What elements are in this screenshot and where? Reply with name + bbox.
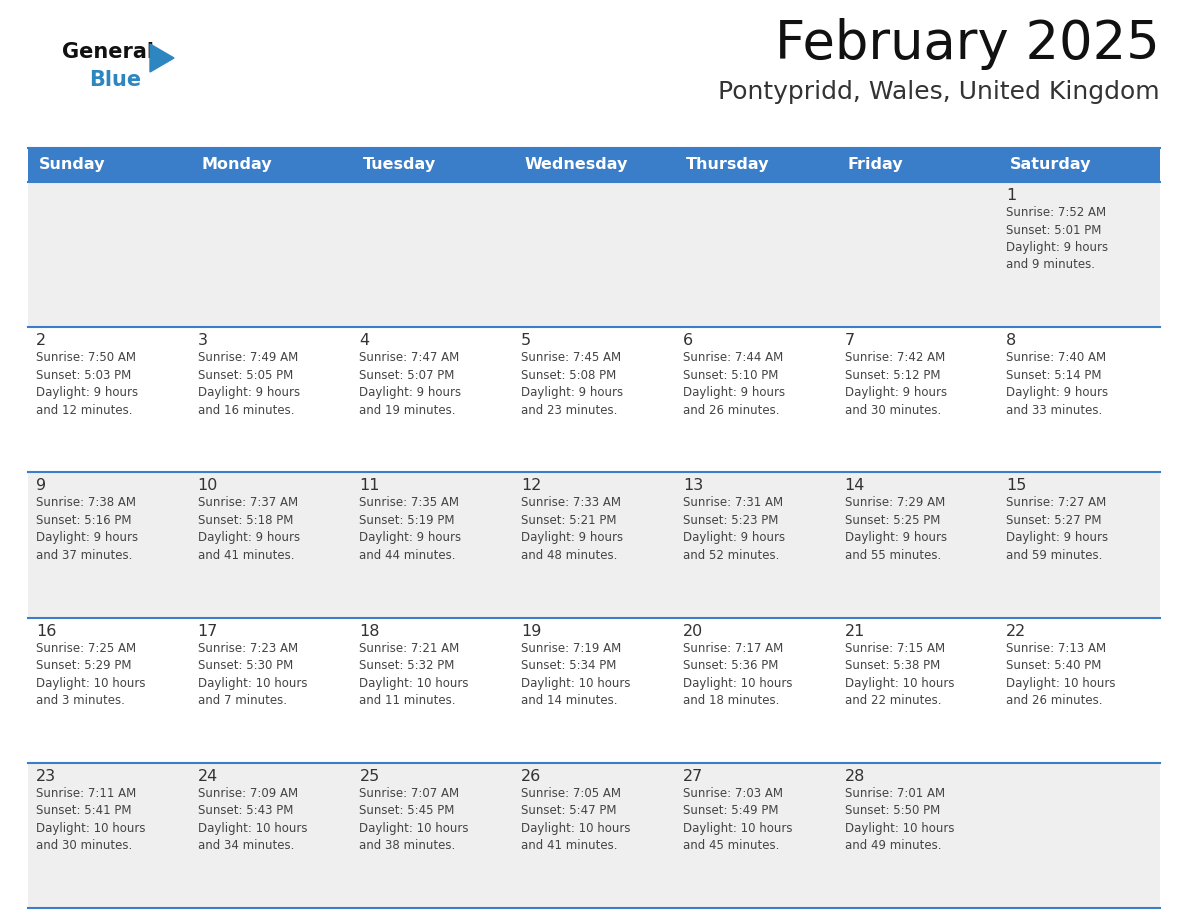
Text: 26: 26	[522, 768, 542, 784]
Bar	[29, 473, 1159, 618]
Text: 22: 22	[1006, 623, 1026, 639]
Text: 17: 17	[197, 623, 219, 639]
Text: Sunrise: 7:27 AM
Sunset: 5:27 PM
Daylight: 9 hours
and 59 minutes.: Sunrise: 7:27 AM Sunset: 5:27 PM Dayligh…	[1006, 497, 1108, 562]
Text: 15: 15	[1006, 478, 1026, 493]
Text: Sunrise: 7:07 AM
Sunset: 5:45 PM
Daylight: 10 hours
and 38 minutes.: Sunrise: 7:07 AM Sunset: 5:45 PM Dayligh…	[360, 787, 469, 852]
Text: Sunrise: 7:31 AM
Sunset: 5:23 PM
Daylight: 9 hours
and 52 minutes.: Sunrise: 7:31 AM Sunset: 5:23 PM Dayligh…	[683, 497, 785, 562]
Text: Sunrise: 7:45 AM
Sunset: 5:08 PM
Daylight: 9 hours
and 23 minutes.: Sunrise: 7:45 AM Sunset: 5:08 PM Dayligh…	[522, 352, 624, 417]
Text: 18: 18	[360, 623, 380, 639]
Text: 5: 5	[522, 333, 531, 348]
Text: 16: 16	[36, 623, 56, 639]
Text: 13: 13	[683, 478, 703, 493]
Text: Sunrise: 7:09 AM
Sunset: 5:43 PM
Daylight: 10 hours
and 34 minutes.: Sunrise: 7:09 AM Sunset: 5:43 PM Dayligh…	[197, 787, 308, 852]
Text: 9: 9	[36, 478, 46, 493]
Text: 27: 27	[683, 768, 703, 784]
Text: 14: 14	[845, 478, 865, 493]
Text: Sunrise: 7:13 AM
Sunset: 5:40 PM
Daylight: 10 hours
and 26 minutes.: Sunrise: 7:13 AM Sunset: 5:40 PM Dayligh…	[1006, 642, 1116, 707]
Text: Sunrise: 7:42 AM
Sunset: 5:12 PM
Daylight: 9 hours
and 30 minutes.: Sunrise: 7:42 AM Sunset: 5:12 PM Dayligh…	[845, 352, 947, 417]
Text: Wednesday: Wednesday	[524, 158, 627, 173]
Text: 19: 19	[522, 623, 542, 639]
Text: Sunrise: 7:29 AM
Sunset: 5:25 PM
Daylight: 9 hours
and 55 minutes.: Sunrise: 7:29 AM Sunset: 5:25 PM Dayligh…	[845, 497, 947, 562]
Text: Sunday: Sunday	[39, 158, 106, 173]
Text: Sunrise: 7:44 AM
Sunset: 5:10 PM
Daylight: 9 hours
and 26 minutes.: Sunrise: 7:44 AM Sunset: 5:10 PM Dayligh…	[683, 352, 785, 417]
Text: Sunrise: 7:25 AM
Sunset: 5:29 PM
Daylight: 10 hours
and 3 minutes.: Sunrise: 7:25 AM Sunset: 5:29 PM Dayligh…	[36, 642, 145, 707]
Text: 6: 6	[683, 333, 693, 348]
Text: 8: 8	[1006, 333, 1017, 348]
Text: 2: 2	[36, 333, 46, 348]
Text: 20: 20	[683, 623, 703, 639]
Text: Sunrise: 7:52 AM
Sunset: 5:01 PM
Daylight: 9 hours
and 9 minutes.: Sunrise: 7:52 AM Sunset: 5:01 PM Dayligh…	[1006, 206, 1108, 272]
Text: Pontypridd, Wales, United Kingdom: Pontypridd, Wales, United Kingdom	[719, 80, 1159, 104]
Text: Sunrise: 7:40 AM
Sunset: 5:14 PM
Daylight: 9 hours
and 33 minutes.: Sunrise: 7:40 AM Sunset: 5:14 PM Dayligh…	[1006, 352, 1108, 417]
Text: Sunrise: 7:33 AM
Sunset: 5:21 PM
Daylight: 9 hours
and 48 minutes.: Sunrise: 7:33 AM Sunset: 5:21 PM Dayligh…	[522, 497, 624, 562]
Text: 7: 7	[845, 333, 854, 348]
Text: 11: 11	[360, 478, 380, 493]
Text: 3: 3	[197, 333, 208, 348]
Text: Sunrise: 7:49 AM
Sunset: 5:05 PM
Daylight: 9 hours
and 16 minutes.: Sunrise: 7:49 AM Sunset: 5:05 PM Dayligh…	[197, 352, 299, 417]
Text: 4: 4	[360, 333, 369, 348]
Text: February 2025: February 2025	[776, 18, 1159, 70]
Text: Sunrise: 7:17 AM
Sunset: 5:36 PM
Daylight: 10 hours
and 18 minutes.: Sunrise: 7:17 AM Sunset: 5:36 PM Dayligh…	[683, 642, 792, 707]
Text: Sunrise: 7:50 AM
Sunset: 5:03 PM
Daylight: 9 hours
and 12 minutes.: Sunrise: 7:50 AM Sunset: 5:03 PM Dayligh…	[36, 352, 138, 417]
Text: Tuesday: Tuesday	[362, 158, 436, 173]
Text: Sunrise: 7:05 AM
Sunset: 5:47 PM
Daylight: 10 hours
and 41 minutes.: Sunrise: 7:05 AM Sunset: 5:47 PM Dayligh…	[522, 787, 631, 852]
Text: Friday: Friday	[848, 158, 904, 173]
Text: 25: 25	[360, 768, 380, 784]
Polygon shape	[150, 44, 173, 72]
Text: 1: 1	[1006, 188, 1017, 203]
Text: Blue: Blue	[89, 70, 141, 90]
Text: Sunrise: 7:35 AM
Sunset: 5:19 PM
Daylight: 9 hours
and 44 minutes.: Sunrise: 7:35 AM Sunset: 5:19 PM Dayligh…	[360, 497, 462, 562]
Bar	[29, 148, 1159, 182]
Text: 24: 24	[197, 768, 217, 784]
Bar	[29, 763, 1159, 908]
Text: Sunrise: 7:21 AM
Sunset: 5:32 PM
Daylight: 10 hours
and 11 minutes.: Sunrise: 7:21 AM Sunset: 5:32 PM Dayligh…	[360, 642, 469, 707]
Text: 12: 12	[522, 478, 542, 493]
Bar	[29, 182, 1159, 327]
Text: Sunrise: 7:47 AM
Sunset: 5:07 PM
Daylight: 9 hours
and 19 minutes.: Sunrise: 7:47 AM Sunset: 5:07 PM Dayligh…	[360, 352, 462, 417]
Text: 10: 10	[197, 478, 219, 493]
Bar	[29, 327, 1159, 473]
Text: Saturday: Saturday	[1010, 158, 1091, 173]
Text: Thursday: Thursday	[687, 158, 770, 173]
Text: General: General	[62, 42, 154, 62]
Bar	[29, 618, 1159, 763]
Text: 21: 21	[845, 623, 865, 639]
Text: Sunrise: 7:01 AM
Sunset: 5:50 PM
Daylight: 10 hours
and 49 minutes.: Sunrise: 7:01 AM Sunset: 5:50 PM Dayligh…	[845, 787, 954, 852]
Text: Sunrise: 7:03 AM
Sunset: 5:49 PM
Daylight: 10 hours
and 45 minutes.: Sunrise: 7:03 AM Sunset: 5:49 PM Dayligh…	[683, 787, 792, 852]
Text: Sunrise: 7:15 AM
Sunset: 5:38 PM
Daylight: 10 hours
and 22 minutes.: Sunrise: 7:15 AM Sunset: 5:38 PM Dayligh…	[845, 642, 954, 707]
Text: Monday: Monday	[201, 158, 272, 173]
Text: Sunrise: 7:19 AM
Sunset: 5:34 PM
Daylight: 10 hours
and 14 minutes.: Sunrise: 7:19 AM Sunset: 5:34 PM Dayligh…	[522, 642, 631, 707]
Text: Sunrise: 7:37 AM
Sunset: 5:18 PM
Daylight: 9 hours
and 41 minutes.: Sunrise: 7:37 AM Sunset: 5:18 PM Dayligh…	[197, 497, 299, 562]
Text: 28: 28	[845, 768, 865, 784]
Text: Sunrise: 7:38 AM
Sunset: 5:16 PM
Daylight: 9 hours
and 37 minutes.: Sunrise: 7:38 AM Sunset: 5:16 PM Dayligh…	[36, 497, 138, 562]
Text: Sunrise: 7:23 AM
Sunset: 5:30 PM
Daylight: 10 hours
and 7 minutes.: Sunrise: 7:23 AM Sunset: 5:30 PM Dayligh…	[197, 642, 308, 707]
Text: Sunrise: 7:11 AM
Sunset: 5:41 PM
Daylight: 10 hours
and 30 minutes.: Sunrise: 7:11 AM Sunset: 5:41 PM Dayligh…	[36, 787, 145, 852]
Text: 23: 23	[36, 768, 56, 784]
